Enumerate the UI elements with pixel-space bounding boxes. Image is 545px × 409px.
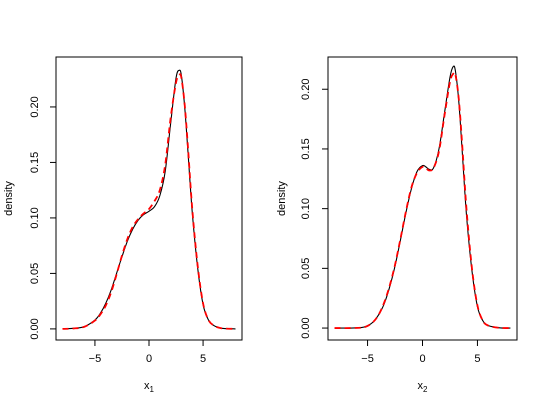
y-tick-label: 0.15 (300, 138, 312, 159)
y-axis-title: density (276, 181, 288, 216)
series-line-solid (334, 65, 511, 329)
x-tick-label: 0 (419, 353, 425, 365)
x-axis-title-subscript: 1 (150, 385, 155, 394)
plot-frame (327, 56, 518, 341)
x-tick-label: 5 (200, 353, 206, 365)
chart-panel-x2: −5 0 5 0.00 0.05 0.10 0.15 0.20 x2 density (276, 56, 518, 394)
x-axis-title: x2 (418, 380, 429, 394)
x-axis-title-subscript: 2 (423, 385, 428, 394)
y-tick-label: 0.05 (300, 258, 312, 279)
y-tick-label: 0.20 (29, 96, 41, 117)
y-tick-label: 0.10 (29, 207, 41, 228)
plot-frame (55, 56, 243, 341)
y-tick-label: 0.20 (300, 79, 312, 100)
y-tick-label: 0.15 (29, 152, 41, 173)
x-tick-label: 0 (146, 353, 152, 365)
series-line-dashed (62, 73, 236, 330)
x-tick-label: 5 (474, 353, 480, 365)
x-tick-label: −5 (89, 353, 102, 365)
y-tick-label: 0.05 (29, 263, 41, 284)
series-line-solid (62, 69, 236, 330)
y-tick-label: 0.00 (29, 318, 41, 339)
y-tick-label: 0.00 (300, 317, 312, 338)
series-line-dashed (334, 71, 511, 329)
x-tick-label: −5 (361, 353, 374, 365)
chart-panel-x1: −5 0 5 0.00 0.05 0.10 0.15 0.20 x1 density (3, 56, 243, 394)
x-axis-title: x1 (144, 380, 155, 394)
y-tick-label: 0.10 (300, 198, 312, 219)
y-axis-title: density (3, 181, 15, 216)
